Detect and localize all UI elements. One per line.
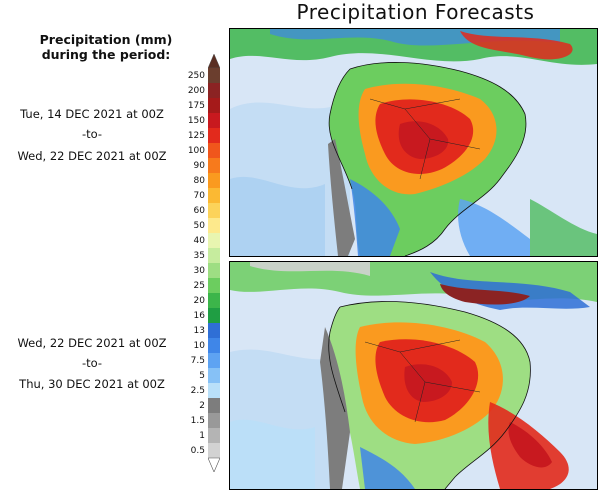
colorbar-swatch-90 bbox=[208, 158, 220, 174]
colorbar-label-1: 1 bbox=[199, 430, 205, 441]
colorbar-label-200: 200 bbox=[187, 85, 205, 96]
map-2-graphic bbox=[230, 262, 597, 489]
colorbar-swatch-25 bbox=[208, 278, 220, 294]
colorbar-label-13: 13 bbox=[193, 325, 205, 336]
colorbar-swatch-0.5 bbox=[208, 443, 220, 459]
colorbar-label-1.5: 1.5 bbox=[190, 415, 205, 426]
colorbar-top-triangle bbox=[208, 54, 220, 69]
colorbar-label-7.5: 7.5 bbox=[190, 355, 205, 366]
colorbar bbox=[208, 54, 220, 472]
map-1-graphic bbox=[230, 29, 597, 256]
colorbar-label-0.5: 0.5 bbox=[190, 445, 205, 456]
colorbar-label-80: 80 bbox=[193, 175, 205, 186]
colorbar-bottom-triangle bbox=[208, 457, 220, 472]
colorbar-label-30: 30 bbox=[193, 265, 205, 276]
period-2-separator: -to- bbox=[81, 356, 103, 370]
colorbar-swatch-7.5 bbox=[208, 353, 220, 369]
colorbar-swatch-50 bbox=[208, 218, 220, 234]
period-1-start: Tue, 14 DEC 2021 at 00Z bbox=[20, 107, 164, 121]
colorbar-label-175: 175 bbox=[187, 100, 205, 111]
colorbar-swatch-80 bbox=[208, 173, 220, 189]
colorbar-swatch-30 bbox=[208, 263, 220, 279]
legend-heading-line1: Precipitation (mm) bbox=[39, 32, 173, 47]
colorbar-label-70: 70 bbox=[193, 190, 205, 201]
page-title: Precipitation Forecasts bbox=[296, 0, 535, 24]
colorbar-swatch-5 bbox=[208, 368, 220, 384]
period-1-end: Wed, 22 DEC 2021 at 00Z bbox=[17, 149, 167, 163]
colorbar-swatch-175 bbox=[208, 98, 220, 114]
colorbar-swatch-100 bbox=[208, 143, 220, 159]
colorbar-swatch-35 bbox=[208, 248, 220, 264]
colorbar-swatch-1 bbox=[208, 428, 220, 444]
period-2-end: Thu, 30 DEC 2021 at 00Z bbox=[19, 377, 165, 391]
colorbar-swatch-10 bbox=[208, 338, 220, 354]
colorbar-label-250: 250 bbox=[187, 70, 205, 81]
colorbar-swatch-150 bbox=[208, 113, 220, 129]
colorbar-swatch-1.5 bbox=[208, 413, 220, 429]
legend-heading: Precipitation (mm) during the period: bbox=[20, 32, 192, 62]
colorbar-label-35: 35 bbox=[193, 250, 205, 261]
colorbar-label-16: 16 bbox=[193, 310, 205, 321]
colorbar-swatch-2 bbox=[208, 398, 220, 414]
colorbar-label-90: 90 bbox=[193, 160, 205, 171]
colorbar-swatch-16 bbox=[208, 308, 220, 324]
colorbar-swatch-200 bbox=[208, 83, 220, 99]
colorbar-label-2.5: 2.5 bbox=[190, 385, 205, 396]
colorbar-label-20: 20 bbox=[193, 295, 205, 306]
colorbar-label-25: 25 bbox=[193, 280, 205, 291]
colorbar-swatch-70 bbox=[208, 188, 220, 204]
forecast-map-period-2 bbox=[229, 261, 598, 490]
colorbar-label-125: 125 bbox=[187, 130, 205, 141]
forecast-map-period-1 bbox=[229, 28, 598, 257]
legend-heading-line2: during the period: bbox=[41, 47, 171, 62]
colorbar-swatch-2.5 bbox=[208, 383, 220, 399]
colorbar-label-150: 150 bbox=[187, 115, 205, 126]
colorbar-label-2: 2 bbox=[199, 400, 205, 411]
colorbar-swatch-60 bbox=[208, 203, 220, 219]
colorbar-label-60: 60 bbox=[193, 205, 205, 216]
colorbar-label-100: 100 bbox=[187, 145, 205, 156]
colorbar-swatch-40 bbox=[208, 233, 220, 249]
colorbar-label-10: 10 bbox=[193, 340, 205, 351]
colorbar-label-40: 40 bbox=[193, 235, 205, 246]
period-2-start: Wed, 22 DEC 2021 at 00Z bbox=[17, 336, 167, 350]
colorbar-swatch-125 bbox=[208, 128, 220, 144]
period-1-separator: -to- bbox=[81, 127, 103, 141]
colorbar-swatch-250 bbox=[208, 68, 220, 84]
colorbar-swatch-13 bbox=[208, 323, 220, 339]
colorbar-swatch-20 bbox=[208, 293, 220, 309]
colorbar-label-5: 5 bbox=[199, 370, 205, 381]
colorbar-label-50: 50 bbox=[193, 220, 205, 231]
